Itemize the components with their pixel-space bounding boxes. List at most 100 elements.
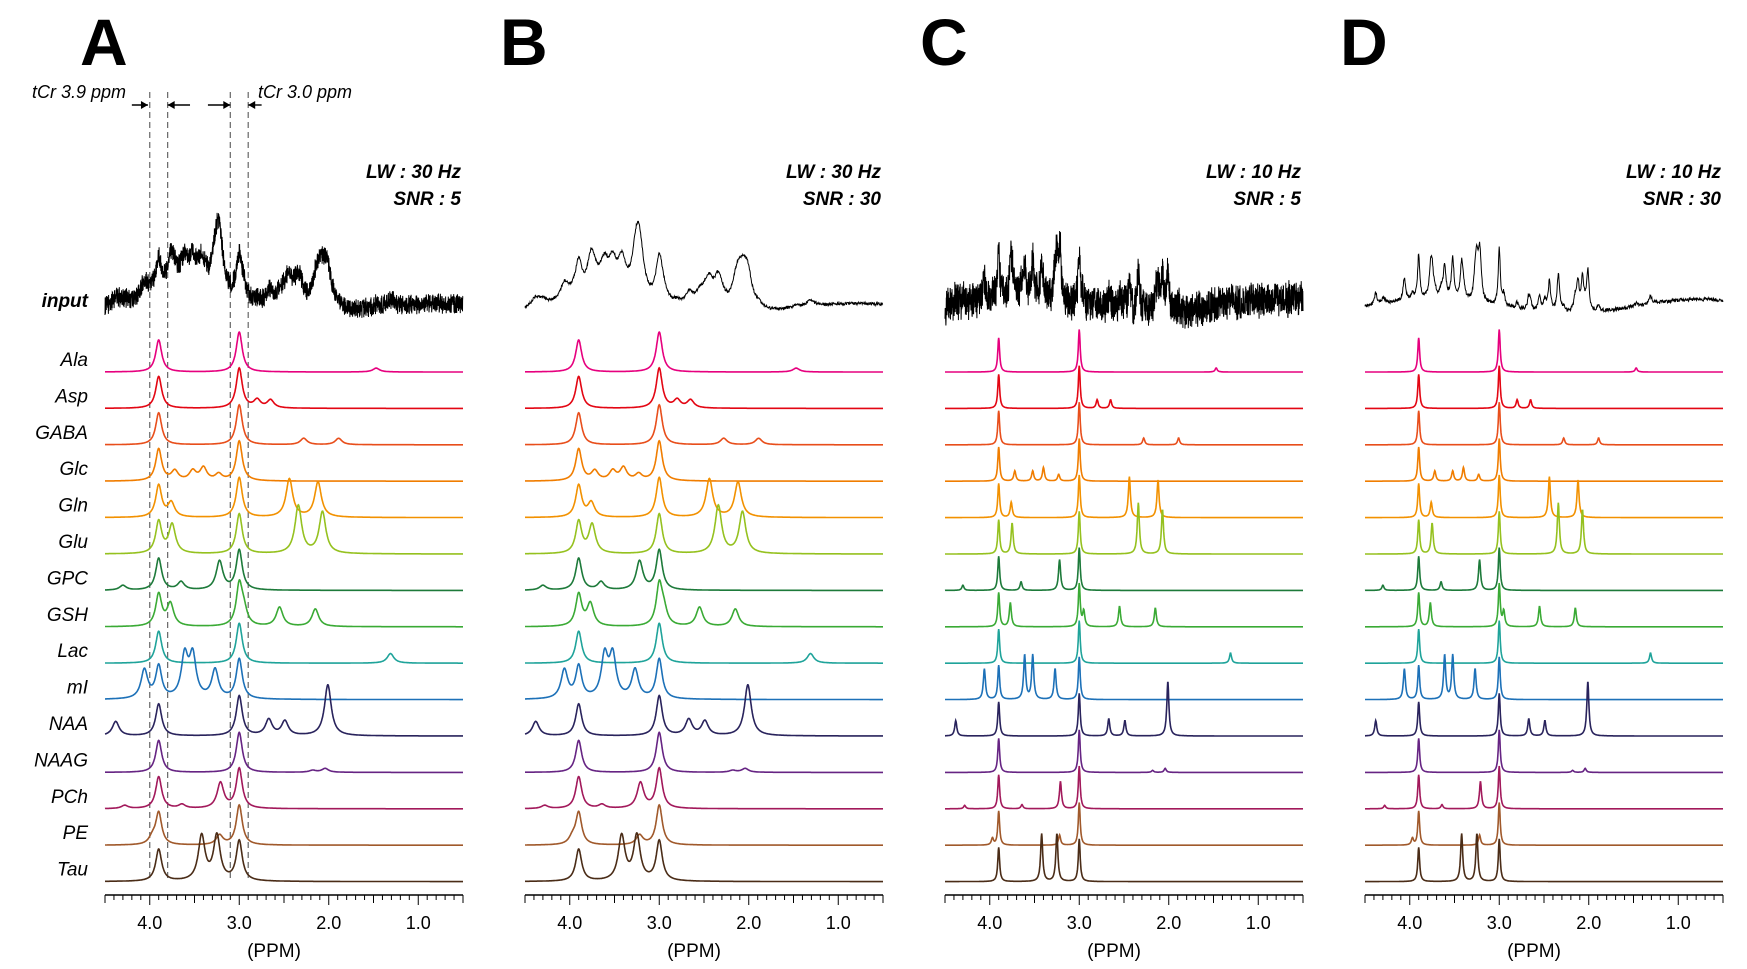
trace-naa [945, 681, 1303, 737]
x-tick-label: 1.0 [826, 913, 851, 933]
series-label-tau: Tau [57, 860, 88, 881]
x-tick-label: 1.0 [1246, 913, 1271, 933]
series-label-naa: NAA [49, 714, 88, 735]
trace-pch [1365, 765, 1723, 810]
trace-tau [1365, 833, 1723, 883]
trace-gln [1365, 474, 1723, 519]
trace-naag [1365, 729, 1723, 774]
snr-label: SNR : 5 [1233, 189, 1301, 210]
trace-gaba [945, 402, 1303, 446]
trace-gpc [105, 548, 463, 592]
trace-gsh [945, 582, 1303, 628]
x-tick-label: 4.0 [977, 913, 1002, 933]
x-tick-label: 3.0 [1067, 913, 1092, 933]
trace-ala [105, 331, 463, 373]
snr-label: SNR : 30 [1643, 189, 1722, 210]
trace-pch [945, 765, 1303, 810]
arrow-tcr30-head [248, 101, 256, 109]
x-tick-label: 2.0 [316, 913, 341, 933]
trace-naa [1365, 681, 1723, 737]
trace-lac [1365, 620, 1723, 664]
trace-glc [1365, 438, 1723, 482]
trace-mi [525, 646, 883, 701]
trace-mi [945, 653, 1303, 701]
trace-ala [1365, 329, 1723, 373]
trace-mi [105, 646, 463, 701]
trace-glu [525, 503, 883, 555]
trace-asp [1365, 365, 1723, 410]
trace-gln [945, 474, 1303, 519]
x-tick-label: 2.0 [1156, 913, 1181, 933]
trace-asp [945, 365, 1303, 410]
trace-gsh [1365, 582, 1723, 628]
linewidth-label: LW : 30 Hz [786, 162, 882, 183]
linewidth-label: LW : 10 Hz [1206, 162, 1302, 183]
trace-gln [525, 476, 883, 519]
panel-letter: D [1340, 5, 1388, 79]
trace-asp [525, 366, 883, 410]
trace-glu [1365, 502, 1723, 555]
trace-pe [105, 803, 463, 846]
reference-peak-annotation: tCr 3.9 ppm tCr 3.0 ppm [32, 82, 352, 882]
x-tick-label: 4.0 [137, 913, 162, 933]
trace-pe [1365, 802, 1723, 846]
x-tick-label: 1.0 [1666, 913, 1691, 933]
series-label-mi: mI [67, 678, 89, 699]
trace-naag [945, 729, 1303, 774]
x-axis-title: (PPM) [1087, 941, 1141, 962]
panel-B: B LW : 30 Hz SNR : 30 4.0 3.0 2.0 1.0 (PPM) [500, 5, 884, 962]
series-label-pch: PCh [51, 787, 88, 808]
trace-gpc [944, 547, 1303, 592]
trace-mi [1365, 653, 1723, 701]
trace-naag [525, 731, 883, 774]
trace-ala [525, 331, 883, 373]
trace-naa [104, 684, 463, 737]
trace-asp [105, 366, 463, 410]
series-label-glu: Glu [58, 532, 88, 553]
trace-tau [105, 831, 463, 883]
x-axis-title: (PPM) [247, 941, 301, 962]
series-label-gaba: GABA [35, 423, 88, 444]
x-tick-label: 3.0 [647, 913, 672, 933]
trace-lac [105, 622, 463, 664]
trace-gpc [525, 548, 883, 592]
trace-ala [945, 329, 1303, 373]
trace-pe [525, 803, 883, 846]
tcr-39-label: tCr 3.9 ppm [32, 82, 126, 102]
series-label-asp: Asp [54, 386, 88, 407]
trace-input [944, 230, 1304, 329]
x-axis-title: (PPM) [667, 941, 721, 962]
trace-glu [105, 503, 463, 555]
x-tick-label: 1.0 [406, 913, 431, 933]
trace-glu [945, 502, 1303, 555]
trace-pch [524, 766, 883, 810]
trace-pe [945, 802, 1303, 846]
trace-tau [945, 833, 1303, 883]
trace-pch [104, 766, 463, 810]
x-tick-label: 3.0 [1487, 913, 1512, 933]
linewidth-label: LW : 10 Hz [1626, 162, 1722, 183]
series-label-input: input [42, 291, 89, 312]
trace-lac [945, 620, 1303, 664]
trace-glc [105, 439, 463, 482]
series-label-naag: NAAG [34, 750, 88, 771]
trace-gpc [1364, 547, 1723, 592]
trace-input [1364, 241, 1724, 313]
snr-label: SNR : 30 [803, 189, 882, 210]
trace-gsh [105, 578, 463, 628]
panel-C: C LW : 10 Hz SNR : 5 4.0 3.0 2.0 1.0 (PPM) [920, 5, 1304, 962]
x-tick-label: 4.0 [1397, 913, 1422, 933]
x-tick-label: 4.0 [557, 913, 582, 933]
arrow-tcr39-head [140, 101, 148, 109]
trace-naa [524, 684, 883, 737]
panel-letter: A [80, 5, 128, 79]
series-label-ala: Ala [60, 350, 88, 371]
arrow-left-inner-head [167, 101, 175, 109]
series-label-pe: PE [63, 823, 89, 844]
trace-gaba [1365, 402, 1723, 446]
x-tick-label: 3.0 [227, 913, 252, 933]
trace-glc [945, 438, 1303, 482]
series-label-lac: Lac [57, 641, 88, 662]
linewidth-label: LW : 30 Hz [366, 162, 462, 183]
